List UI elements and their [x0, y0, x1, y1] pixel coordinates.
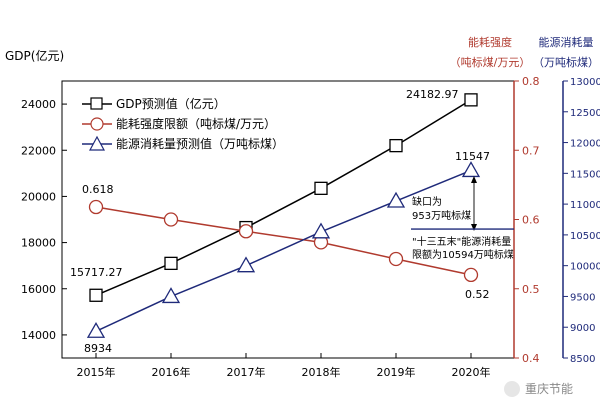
watermark: 重庆节能	[504, 381, 573, 397]
intensity-point	[388, 251, 404, 267]
left-y-tick-label: 14000	[21, 329, 56, 342]
legend: GDP预测值（亿元） 能耗强度限额（吨标煤/万元） 能源消耗量预测值（万吨标煤）	[82, 96, 284, 151]
left-y-tick-label: 22000	[21, 144, 56, 157]
legend-gdp-marker	[90, 97, 103, 110]
limit-annotation-line1: "十三五末"能源消耗量	[412, 235, 511, 248]
legend-energy-label: 能源消耗量预测值（万吨标煤）	[116, 136, 284, 151]
x-tick-label: 2020年	[452, 365, 491, 379]
gdp-point	[389, 138, 403, 153]
right1-axis-title-line1: 能耗强度	[468, 35, 512, 49]
x-tick-label: 2018年	[302, 365, 341, 379]
energy-point	[161, 287, 181, 304]
right2-y-tick-label: 9000	[570, 323, 595, 334]
data-label-intensity-end: 0.52	[465, 288, 490, 301]
right2-y-tick-label: 11500	[570, 169, 600, 180]
left-y-tick-label: 20000	[21, 190, 56, 203]
gdp-point	[164, 256, 178, 271]
gdp-point	[89, 288, 103, 302]
left-axis-title: GDP(亿元)	[5, 48, 64, 63]
right2-axis-title-line1: 能源消耗量	[539, 35, 594, 49]
data-label-gdp-end: 24182.97	[406, 88, 459, 101]
right1-y-tick-label: 0.4	[522, 352, 540, 365]
right2-axis-title-line2: （万吨标煤）	[533, 55, 599, 69]
data-label-intensity-start: 0.618	[82, 183, 114, 196]
legend-intensity-label: 能耗强度限额（吨标煤/万元）	[116, 116, 276, 131]
gdp-point	[314, 181, 328, 195]
legend-energy-marker	[88, 135, 106, 151]
data-label-energy-start: 8934	[84, 342, 112, 355]
right2-y-tick-label: 10000	[570, 262, 600, 273]
x-tick-label: 2016年	[152, 365, 191, 379]
gap-arrow-head-down	[471, 224, 477, 231]
intensity-point	[163, 212, 179, 227]
gap-annotation-line2: 953万吨标煤	[412, 209, 471, 222]
data-label-gdp-start: 15717.27	[70, 266, 123, 279]
right1-y-tick-label: 0.8	[522, 75, 540, 88]
left-y-tick-label: 24000	[21, 98, 56, 111]
axes-group: 2015年 2016年 2017年 2018年 2019年 2020年 14000 16000…	[21, 75, 600, 379]
gap-annotation-line1: 缺口为	[412, 195, 442, 208]
energy-point	[86, 321, 106, 338]
gdp-point	[464, 93, 478, 107]
gap-annotation: 缺口为 953万吨标煤 "十三五末"能源消耗量 限额为10594万吨标煤	[411, 176, 514, 261]
intensity-point	[463, 267, 479, 283]
x-tick-label: 2015年	[77, 365, 116, 379]
right1-y-tick-label: 0.6	[522, 214, 540, 227]
limit-annotation-line2: 限额为10594万吨标煤	[412, 248, 514, 261]
right2-y-tick-label: 11000	[570, 200, 600, 211]
right2-y-tick-label: 12500	[570, 108, 600, 119]
energy-point	[386, 191, 406, 208]
legend-gdp-label: GDP预测值（亿元）	[116, 96, 226, 111]
series-group	[86, 93, 481, 338]
intensity-point	[238, 224, 254, 239]
energy-point	[236, 256, 256, 273]
right1-y-tick-label: 0.5	[522, 283, 540, 296]
left-y-tick-label: 18000	[21, 237, 56, 250]
intensity-point	[88, 199, 104, 215]
right2-y-tick-label: 8500	[570, 354, 595, 365]
data-label-energy-end: 11547	[455, 150, 490, 163]
right2-y-tick-label: 10500	[570, 231, 600, 242]
series-line-1	[95, 99, 472, 296]
right2-y-tick-label: 13000	[570, 77, 600, 88]
right1-y-tick-label: 0.7	[522, 144, 540, 157]
x-tick-label: 2017年	[227, 365, 266, 379]
series-line-3	[95, 169, 472, 332]
energy-point	[311, 222, 331, 239]
energy-point	[461, 161, 481, 178]
gap-arrow-head-up	[471, 176, 477, 183]
series-line-2	[95, 206, 472, 276]
right2-y-tick-label: 12000	[570, 139, 600, 150]
watermark-logo-icon	[504, 381, 520, 397]
watermark-text: 重庆节能	[525, 382, 573, 396]
right2-y-tick-label: 9500	[570, 292, 595, 303]
right1-axis-title-line2: （吨标煤/万元）	[450, 55, 531, 69]
x-tick-label: 2019年	[377, 365, 416, 379]
legend-intensity-marker	[90, 117, 104, 131]
left-y-tick-label: 16000	[21, 283, 56, 296]
